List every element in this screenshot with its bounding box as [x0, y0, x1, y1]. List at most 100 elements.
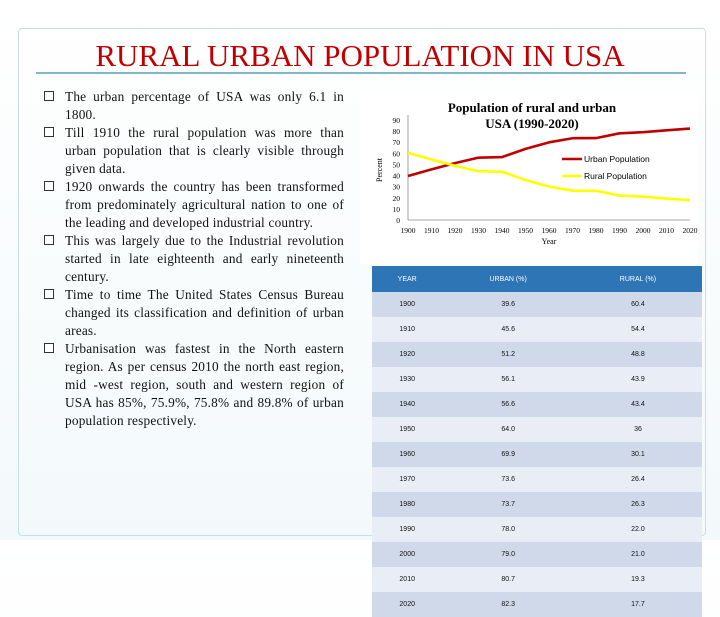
y-tick-label: 10 — [393, 205, 401, 214]
year-cell: 2010 — [372, 567, 442, 592]
rural-cell: 43.9 — [574, 367, 702, 392]
checkbox-bullet-icon — [44, 289, 54, 299]
y-tick-label: 0 — [396, 216, 400, 225]
checkbox-bullet-icon — [44, 343, 54, 353]
urban-cell: 39.6 — [442, 292, 574, 317]
checkbox-bullet-icon — [44, 181, 54, 191]
urban-cell: 82.3 — [442, 592, 574, 617]
bullet-item: Urbanisation was fastest in the North ea… — [44, 340, 344, 430]
y-tick-label: 90 — [393, 116, 401, 125]
year-cell: 1930 — [372, 367, 442, 392]
bullet-text: This was largely due to the Industrial r… — [65, 233, 344, 284]
bullet-text: Till 1910 the rural population was more … — [65, 125, 344, 176]
urban-cell: 73.6 — [442, 467, 574, 492]
x-tick-label: 1910 — [424, 226, 439, 235]
checkbox-bullet-icon — [44, 91, 54, 101]
title-divider — [36, 72, 686, 74]
x-tick-label: 2000 — [636, 226, 651, 235]
slide-title: RURAL URBAN POPULATION IN USA — [0, 38, 720, 74]
y-tick-label: 40 — [393, 172, 401, 181]
year-cell: 1970 — [372, 467, 442, 492]
x-tick-label: 2020 — [683, 226, 698, 235]
bullet-item: The urban percentage of USA was only 6.1… — [44, 88, 344, 124]
x-tick-label: 1970 — [565, 226, 580, 235]
year-cell: 2020 — [372, 592, 442, 617]
y-axis-label: Percent — [375, 157, 384, 182]
legend-label: Urban Population — [584, 154, 650, 164]
year-cell: 1990 — [372, 517, 442, 542]
x-axis-label: Year — [542, 237, 557, 246]
bullet-list: The urban percentage of USA was only 6.1… — [44, 88, 344, 430]
x-tick-label: 1900 — [401, 226, 416, 235]
rural-cell: 26.3 — [574, 492, 702, 517]
x-tick-label: 1990 — [612, 226, 627, 235]
rural-cell: 30.1 — [574, 442, 702, 467]
urban-cell: 56.1 — [442, 367, 574, 392]
series-line-urban — [408, 129, 690, 176]
x-tick-label: 1950 — [518, 226, 533, 235]
bullet-item: 1920 onwards the country has been transf… — [44, 178, 344, 232]
urban-cell: 51.2 — [442, 342, 574, 367]
y-tick-label: 60 — [393, 149, 401, 158]
x-tick-label: 1920 — [448, 226, 463, 235]
rural-cell: 48.8 — [574, 342, 702, 367]
x-tick-label: 1960 — [542, 226, 557, 235]
rural-cell: 22.0 — [574, 517, 702, 542]
legend-label: Rural Population — [584, 171, 647, 181]
y-tick-label: 30 — [393, 183, 401, 192]
rural-cell: 60.4 — [574, 292, 702, 317]
x-tick-label: 1940 — [495, 226, 510, 235]
bullet-text: 1920 onwards the country has been transf… — [65, 179, 344, 230]
rural-cell: 19.3 — [574, 567, 702, 592]
bullet-text: The urban percentage of USA was only 6.1… — [65, 89, 344, 122]
bullet-text: Time to time The United States Census Bu… — [65, 287, 344, 338]
bullet-item: This was largely due to the Industrial r… — [44, 232, 344, 286]
urban-cell: 45.6 — [442, 317, 574, 342]
bullet-text: Urbanisation was fastest in the North ea… — [65, 341, 344, 428]
year-cell: 1920 — [372, 342, 442, 367]
urban-cell: 80.7 — [442, 567, 574, 592]
x-tick-label: 1980 — [589, 226, 604, 235]
rural-cell: 36 — [574, 417, 702, 442]
header-urban: URBAN (%) — [442, 266, 574, 292]
year-cell: 1900 — [372, 292, 442, 317]
header-rural: RURAL (%) — [574, 266, 702, 292]
header-year: YEAR — [372, 266, 442, 292]
year-cell: 1960 — [372, 442, 442, 467]
table-header-row: YEAR URBAN (%) RURAL (%) — [372, 266, 702, 292]
y-tick-label: 50 — [393, 160, 401, 169]
rural-cell: 54.4 — [574, 317, 702, 342]
x-tick-label: 2010 — [659, 226, 674, 235]
rural-cell: 26.4 — [574, 467, 702, 492]
bullet-item: Time to time The United States Census Bu… — [44, 286, 344, 340]
urban-cell: 64.0 — [442, 417, 574, 442]
year-cell: 1950 — [372, 417, 442, 442]
urban-cell: 78.0 — [442, 517, 574, 542]
urban-cell: 79.0 — [442, 542, 574, 567]
y-tick-label: 70 — [393, 138, 401, 147]
checkbox-bullet-icon — [44, 127, 54, 137]
urban-cell: 69.9 — [442, 442, 574, 467]
year-cell: 1940 — [372, 392, 442, 417]
year-cell: 1980 — [372, 492, 442, 517]
year-cell: 2000 — [372, 542, 442, 567]
year-cell: 1910 — [372, 317, 442, 342]
urban-cell: 73.7 — [442, 492, 574, 517]
checkbox-bullet-icon — [44, 235, 54, 245]
rural-cell: 21.0 — [574, 542, 702, 567]
bullet-item: Till 1910 the rural population was more … — [44, 124, 344, 178]
